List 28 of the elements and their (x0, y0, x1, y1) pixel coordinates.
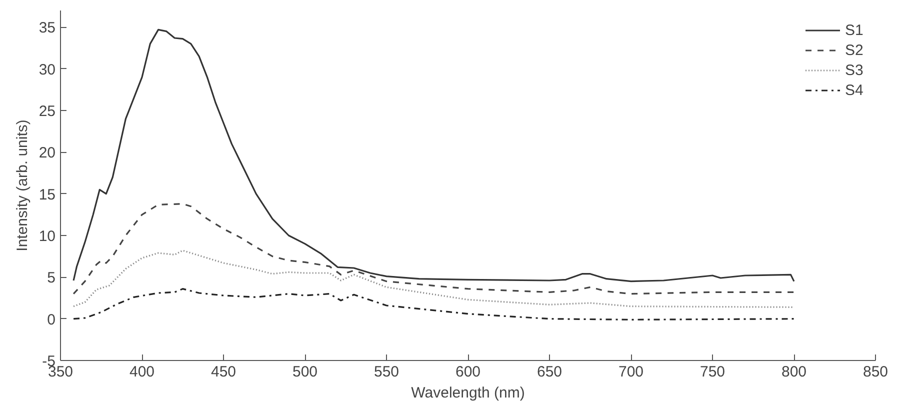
x-tick-label: 800 (781, 364, 807, 380)
x-tick-label: 700 (618, 364, 644, 380)
x-tick-label: 850 (862, 364, 888, 380)
y-tick-label: 20 (38, 144, 56, 162)
x-axis-title: Wavelength (nm) (411, 384, 525, 402)
line-series (72, 250, 795, 308)
x-tick-label: 500 (292, 364, 318, 380)
y-tick-label: 30 (38, 61, 56, 78)
line-series (72, 28, 795, 282)
legend-label: S4 (845, 82, 864, 98)
y-tick-label: 0 (47, 311, 56, 328)
line-series (72, 288, 795, 320)
legend-label: S2 (845, 42, 864, 58)
y-tick-label: 25 (38, 103, 56, 120)
x-tick-label: 600 (455, 364, 481, 380)
line-series (72, 203, 795, 295)
y-tick-label: 5 (47, 270, 56, 287)
y-axis-title: Intensity (arb. units) (14, 120, 31, 252)
legend-label: S1 (845, 22, 864, 38)
y-tick-label: 10 (38, 228, 56, 245)
x-tick-label: 650 (536, 364, 562, 380)
x-tick-label: 750 (700, 364, 726, 380)
x-tick-label: 450 (210, 364, 236, 380)
y-tick-label: 15 (38, 186, 56, 204)
x-tick-label: 550 (374, 364, 400, 380)
x-tick-label: 400 (129, 364, 155, 380)
legend-label: S3 (845, 62, 864, 78)
y-tick-label: 35 (38, 20, 56, 37)
